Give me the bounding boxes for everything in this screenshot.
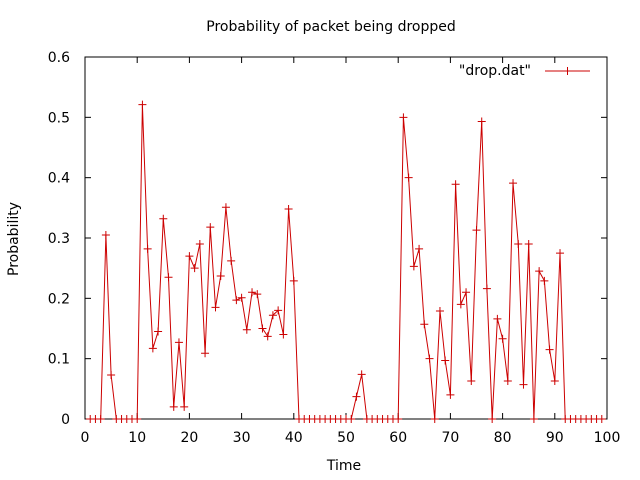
legend-label: "drop.dat" [459,63,531,79]
data-point [556,249,565,258]
y-axis-label: Probability [6,202,22,276]
x-tick-label: 60 [389,430,407,446]
data-point [201,349,210,358]
data-point [164,273,173,282]
x-tick-label: 50 [337,430,355,446]
data-point [545,345,554,354]
plot-frame [84,56,608,420]
data-point [462,288,471,297]
data-point [493,314,502,323]
x-tick-label: 100 [594,430,621,446]
data-point [488,415,497,423]
data-point [425,354,434,363]
y-tick-label: 0 [61,412,70,428]
data-point [435,307,444,316]
x-tick-label: 0 [81,430,90,446]
data-point [138,100,147,109]
data-point [529,415,538,423]
data-point [451,180,460,189]
data-point [503,376,512,385]
data-point [227,256,236,265]
data-point [498,334,507,343]
data-point [232,296,241,305]
data-point [211,303,220,312]
legend-marker [563,67,572,75]
chart-title: Probability of packet being dropped [206,19,456,35]
data-point [154,327,163,336]
data-point [284,205,293,214]
data-point [237,293,246,302]
data-point [268,311,277,320]
data-point [597,415,606,423]
data-point [509,179,518,188]
data-point [519,380,528,389]
data-point [399,113,408,122]
data-point [143,244,152,253]
data-point [169,402,178,411]
x-tick-label: 10 [128,430,146,446]
x-tick-label: 20 [180,430,198,446]
data-point [195,240,204,249]
data-point [185,252,194,261]
x-tick-label: 30 [233,430,251,446]
data-point [352,392,361,401]
data-point [467,376,476,385]
data-point [347,415,356,423]
data-point [206,223,215,232]
x-tick-label: 70 [441,430,459,446]
data-point [289,276,298,285]
data-point [550,376,559,385]
y-tick-label: 0.1 [48,352,70,368]
data-point [190,264,199,273]
data-point [404,173,413,182]
data-point [174,338,183,347]
data-point [540,276,549,285]
data-point [263,332,272,341]
data-point [535,267,544,276]
data-point [279,330,288,339]
data-point [159,214,168,223]
data-point [441,356,450,365]
data-point [101,230,110,239]
data-point [96,415,105,423]
data-point [482,284,491,293]
data-point [242,325,251,334]
data-point [107,370,116,379]
data-point [248,288,257,297]
data-point [514,240,523,249]
data-point [274,306,283,315]
y-tick-label: 0.3 [48,231,70,247]
data-point [456,300,465,309]
x-tick-label: 90 [546,430,564,446]
data-point [253,290,262,299]
data-point [430,415,439,423]
data-point [446,390,455,399]
x-tick-label: 40 [285,430,303,446]
data-point [357,370,366,379]
x-axis-label: Time [326,458,361,474]
data-point [415,244,424,253]
data-point [524,240,533,249]
data-point [133,415,142,423]
data-point [221,203,230,212]
data-point [394,415,403,423]
y-tick-label: 0.4 [48,171,70,187]
data-point [477,117,486,126]
y-tick-label: 0.6 [48,50,70,66]
data-point [216,272,225,281]
y-tick-label: 0.5 [48,110,70,126]
data-point [258,324,267,333]
data-point [180,402,189,411]
data-point [148,344,157,353]
data-point [472,226,481,235]
data-point [409,262,418,271]
x-tick-label: 80 [494,430,512,446]
series-line [90,104,602,420]
data-point [420,320,429,329]
y-tick-label: 0.2 [48,291,70,307]
